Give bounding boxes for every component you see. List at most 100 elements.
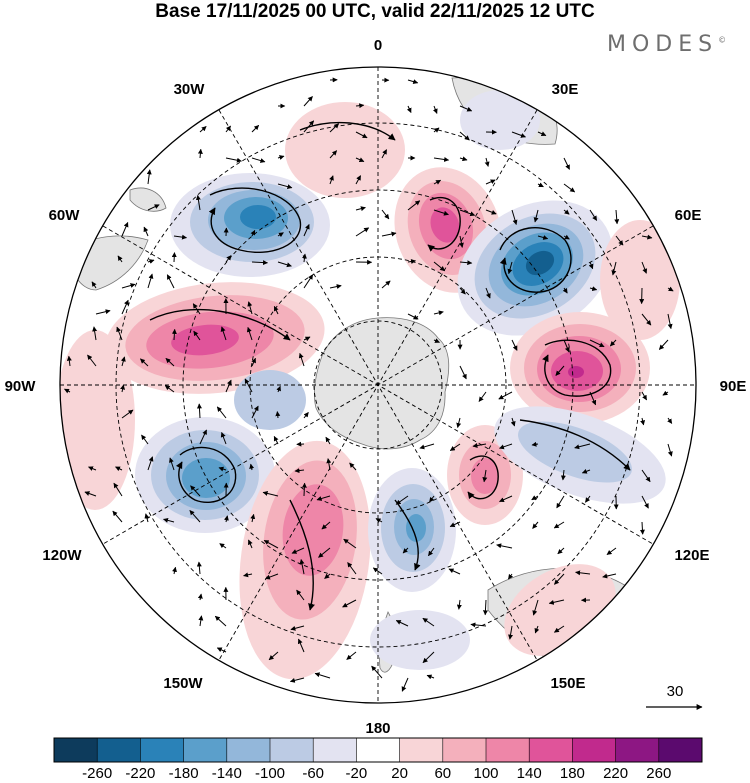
wind-vector [197, 148, 203, 159]
wind-vector [449, 521, 461, 528]
wind-vector [589, 209, 598, 221]
wind-vector [291, 547, 305, 554]
meridian-label-30e: 30E [552, 81, 579, 98]
wind-vector [165, 357, 175, 367]
wind-vector [614, 209, 620, 225]
colorbar-label: 260 [646, 765, 671, 782]
wind-vector [375, 518, 383, 523]
colorbar-label: -20 [346, 765, 368, 782]
wind-vector [554, 573, 565, 585]
wind-vector [147, 259, 155, 264]
colorbar-label: 60 [434, 765, 451, 782]
colorbar-label: 140 [517, 765, 542, 782]
wind-vector [277, 232, 284, 238]
wind-vector [268, 651, 279, 661]
wind-vector [511, 131, 526, 138]
wind-vector [355, 103, 365, 109]
wind-vector [92, 326, 98, 341]
meridian-label-60w: 60W [49, 207, 81, 224]
wind-vector [531, 441, 539, 447]
wind-vector [289, 677, 305, 683]
wind-vector [531, 495, 539, 501]
wind-vector [533, 209, 539, 223]
wind-vector [355, 227, 370, 237]
wind-vector [251, 124, 260, 133]
wind-vector [277, 155, 285, 160]
wind-vector [303, 120, 315, 133]
reference-vector-label: 30 [667, 683, 684, 700]
wind-vector [171, 252, 177, 263]
wind-vector [87, 354, 97, 367]
wind-vector [641, 313, 652, 326]
colorbar-label: 180 [560, 765, 585, 782]
wind-vector [485, 179, 496, 185]
wind-vector [407, 79, 419, 85]
wind-vector [140, 358, 149, 367]
wind-vector [303, 224, 310, 237]
streamlines [149, 121, 631, 611]
wind-vector [482, 469, 488, 483]
wind-vector [395, 495, 409, 505]
wind-vector [422, 651, 435, 664]
wind-vector [532, 521, 539, 529]
wind-vector [198, 615, 204, 627]
logo-text: MODES [607, 32, 719, 57]
wind-vector [589, 286, 598, 292]
wind-vector [120, 384, 126, 393]
wind-vector [422, 617, 435, 627]
meridian-label-180: 180 [365, 720, 390, 737]
wind-vector [251, 357, 256, 367]
wind-vector [449, 443, 461, 452]
wind-vector [166, 274, 175, 289]
streamline [427, 197, 461, 252]
wind-vector [611, 261, 617, 276]
wind-vector [113, 482, 123, 497]
wind-vector [459, 287, 466, 295]
wind-vector [667, 313, 673, 330]
wind-vector [563, 234, 570, 240]
wind-vector [482, 599, 488, 616]
wind-vector [192, 303, 201, 315]
wind-vector [381, 209, 390, 220]
wind-vector [225, 157, 242, 163]
wind-vector [448, 568, 461, 575]
wind-vector [419, 443, 435, 450]
colorbar-swatch [658, 738, 703, 762]
wind-vector [563, 183, 576, 193]
wind-vector [395, 620, 409, 627]
meridian-label-150e: 150E [550, 675, 585, 692]
colorbar-swatch [226, 738, 271, 762]
colorbar-label: -100 [255, 765, 285, 782]
wind-vector [433, 338, 440, 343]
wind-vector [277, 261, 292, 268]
wind-vector [346, 651, 357, 660]
wind-vector [329, 284, 342, 289]
meridian-label-30w: 30W [174, 81, 206, 98]
wind-vector [667, 286, 674, 292]
anomaly-center-10 [494, 406, 666, 504]
wind-vector [667, 417, 673, 424]
meridian-label-90w: 90W [5, 378, 37, 395]
wind-vector [667, 443, 673, 457]
wind-vector [216, 406, 227, 419]
wind-vector [381, 231, 397, 237]
modes-logo: MODES© [607, 32, 726, 57]
meridian-label-120e: 120E [674, 547, 709, 564]
wind-vector [433, 179, 442, 185]
anomaly-center-1 [170, 173, 330, 277]
wind-vector [640, 417, 646, 426]
meridian-label-90e: 90E [720, 378, 747, 395]
wind-vector [563, 339, 570, 353]
streamline [299, 121, 396, 141]
streamline [175, 446, 237, 504]
colorbar-label: -140 [212, 765, 242, 782]
wind-vector [427, 547, 435, 557]
wind-vector [426, 674, 435, 680]
wind-vector [429, 495, 435, 503]
wind-vector [294, 468, 305, 474]
wind-vector [433, 127, 440, 133]
meridian-label-60e: 60E [675, 207, 702, 224]
wind-vector [507, 261, 513, 275]
wind-vector [225, 255, 232, 263]
wind-vector [371, 665, 383, 679]
